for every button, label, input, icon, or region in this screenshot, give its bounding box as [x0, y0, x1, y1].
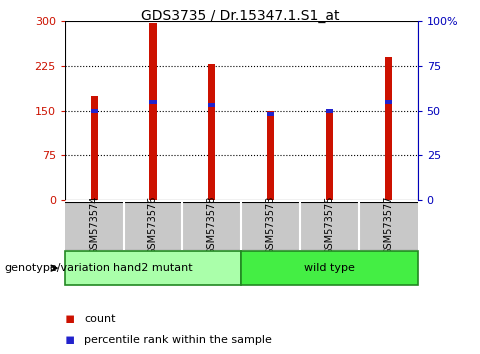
Bar	[326, 109, 333, 113]
Text: GSM573576: GSM573576	[148, 196, 158, 255]
Bar	[65, 251, 241, 285]
Text: GDS3735 / Dr.15347.1.S1_at: GDS3735 / Dr.15347.1.S1_at	[141, 9, 339, 23]
Text: hand2 mutant: hand2 mutant	[113, 263, 193, 273]
Text: percentile rank within the sample: percentile rank within the sample	[84, 335, 272, 345]
Bar	[149, 99, 156, 104]
Text: GSM573575: GSM573575	[324, 196, 335, 256]
Text: count: count	[84, 314, 116, 324]
Bar	[208, 103, 216, 107]
Text: ▪: ▪	[65, 311, 75, 326]
Bar	[91, 109, 98, 113]
Bar	[208, 64, 216, 200]
Bar	[149, 23, 156, 200]
Bar	[91, 96, 98, 200]
Text: wild type: wild type	[304, 263, 355, 273]
Text: ▪: ▪	[65, 332, 75, 347]
Text: GSM573574: GSM573574	[89, 196, 99, 255]
Bar	[241, 251, 418, 285]
Text: GSM573578: GSM573578	[207, 196, 217, 255]
Text: GSM573577: GSM573577	[383, 196, 393, 256]
Bar	[267, 110, 274, 200]
Text: genotype/variation: genotype/variation	[5, 263, 111, 273]
Bar	[326, 109, 333, 200]
Bar	[267, 112, 274, 116]
Bar	[384, 99, 392, 104]
Bar	[384, 57, 392, 200]
Text: GSM573573: GSM573573	[265, 196, 276, 255]
